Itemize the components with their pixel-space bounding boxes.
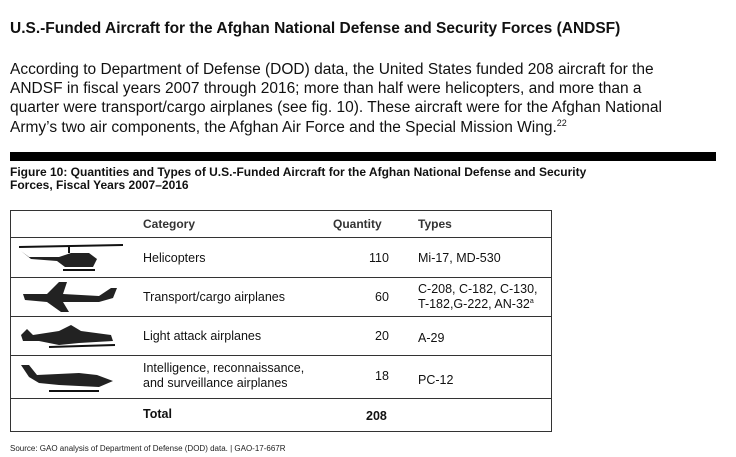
light-attack-icon xyxy=(21,325,116,348)
quantity: 20 xyxy=(375,329,389,343)
types: Mi-17, MD-530 xyxy=(418,251,501,265)
types: PC-12 xyxy=(418,373,454,387)
row-line xyxy=(11,277,551,278)
row-line xyxy=(11,355,551,356)
total-quantity: 208 xyxy=(366,409,387,423)
types: A-29 xyxy=(418,331,445,345)
quantity: 110 xyxy=(369,251,389,265)
quantity: 60 xyxy=(375,290,389,304)
category: Helicopters xyxy=(143,251,206,265)
types: T-182,G-222, AN-32a xyxy=(418,297,534,311)
column-header: Types xyxy=(418,217,452,231)
column-header: Category xyxy=(143,217,196,231)
paragraph-line: ANDSF in fiscal years 2007 through 2016;… xyxy=(10,80,642,97)
figure-title: Figure 10: Quantities and Types of U.S.-… xyxy=(10,165,587,179)
category: and surveillance airplanes xyxy=(143,376,288,390)
row-line xyxy=(11,316,551,317)
text: T-182,G-222, AN-32 xyxy=(418,297,530,311)
paragraph-line: According to Department of Defense (DOD)… xyxy=(10,61,654,78)
source: Source: GAO analysis of Department of De… xyxy=(10,444,286,453)
note: a xyxy=(529,297,534,305)
category: Light attack airplanes xyxy=(143,329,262,343)
quantity: 18 xyxy=(375,369,389,383)
total-label: Total xyxy=(143,407,172,421)
column-header: Quantity xyxy=(333,217,382,231)
category: Transport/cargo airplanes xyxy=(143,290,285,304)
table: Category Quantity Types Helicopters 110 … xyxy=(10,210,552,432)
heading: U.S.-Funded Aircraft for the Afghan Nati… xyxy=(10,20,621,37)
paragraph-line: quarter were transport/cargo airplanes (… xyxy=(10,99,662,116)
divider xyxy=(10,152,716,161)
surveillance-icon xyxy=(21,365,113,392)
row-line xyxy=(11,237,551,238)
figure-title: Forces, Fiscal Years 2007–2016 xyxy=(10,178,189,192)
transport-icon xyxy=(23,282,117,312)
footnote: 22 xyxy=(556,118,567,128)
row-line xyxy=(11,398,551,399)
types: C-208, C-182, C-130, xyxy=(418,282,538,296)
helicopter-icon xyxy=(19,244,123,271)
category: Intelligence, reconnaissance, xyxy=(143,361,305,375)
paragraph-line: Army’s two air components, the Afghan Ai… xyxy=(10,118,567,137)
text: Army’s two air components, the Afghan Ai… xyxy=(10,119,557,137)
